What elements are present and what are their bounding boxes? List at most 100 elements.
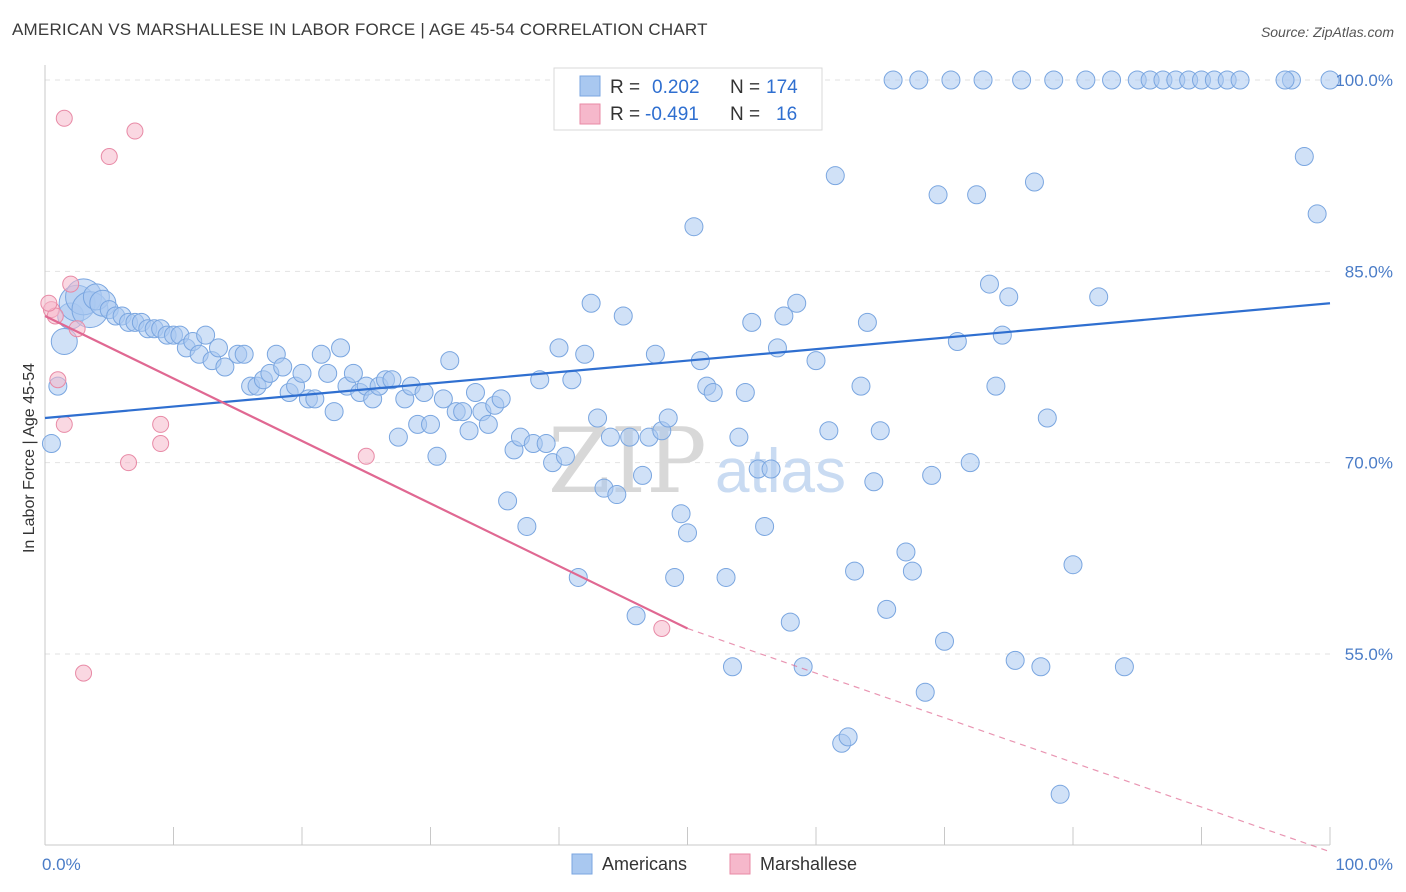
y-tick-labels: 55.0% 70.0% 85.0% 100.0% <box>1335 71 1393 664</box>
americans-point <box>1102 70 1122 90</box>
legend-n-value-americans: 174 <box>766 77 798 98</box>
americans-trend-line <box>44 302 1331 420</box>
bottom-legend-swatch-marshallese <box>729 853 751 875</box>
americans-point <box>491 389 511 409</box>
americans-point <box>896 542 916 562</box>
americans-point <box>588 408 608 428</box>
americans-point <box>517 516 537 536</box>
marshallese-point <box>126 122 144 140</box>
americans-point <box>1114 657 1134 677</box>
legend-n-value-marshallese: 16 <box>776 104 797 125</box>
americans-point <box>787 293 807 313</box>
legend-r-value-marshallese: -0.491 <box>645 104 699 125</box>
chart-title: AMERICAN VS MARSHALLESE IN LABOR FORCE |… <box>12 20 708 39</box>
americans-point <box>793 657 813 677</box>
americans-point <box>1089 287 1109 307</box>
americans-point <box>902 561 922 581</box>
marshallese-point <box>75 664 93 682</box>
americans-point <box>388 427 408 447</box>
americans-point <box>1307 204 1327 224</box>
marshallese-point <box>100 148 118 166</box>
axes <box>44 65 1331 846</box>
marshallese-trend-extension <box>687 627 1331 853</box>
americans-point <box>774 306 794 326</box>
americans-point <box>459 421 479 441</box>
americans-point <box>1294 147 1314 167</box>
marshallese-points <box>40 109 671 682</box>
bottom-legend-swatch-americans <box>571 853 593 875</box>
trend-lines <box>44 302 1331 853</box>
y-tick-label: 85.0% <box>1345 262 1393 281</box>
legend-r-label: R = <box>610 104 640 125</box>
americans-point <box>382 370 402 390</box>
bottom-legend: Americans Marshallese <box>571 853 857 875</box>
americans-point <box>1044 70 1064 90</box>
americans-point <box>440 351 460 371</box>
legend-n-label: N = <box>730 104 760 125</box>
americans-point <box>536 434 556 454</box>
americans-point <box>498 491 518 511</box>
americans-point <box>851 376 871 396</box>
americans-point <box>755 516 775 536</box>
y-tick-label: 55.0% <box>1345 645 1393 664</box>
americans-point <box>845 561 865 581</box>
americans-point <box>331 338 351 358</box>
americans-point <box>941 70 961 90</box>
americans-point <box>626 606 646 626</box>
americans-point <box>478 414 498 434</box>
americans-point <box>806 351 826 371</box>
americans-point <box>973 70 993 90</box>
americans-point <box>819 421 839 441</box>
legend-r-value-americans: 0.202 <box>652 77 700 98</box>
americans-point <box>1024 172 1044 192</box>
americans-point <box>928 185 948 205</box>
americans-point <box>575 344 595 364</box>
americans-point <box>671 504 691 524</box>
x-tick-labels: 0.0% 100.0% <box>42 855 1393 874</box>
americans-point <box>549 338 569 358</box>
americans-point <box>1320 70 1340 90</box>
marshallese-point <box>62 275 80 293</box>
americans-point <box>234 344 254 364</box>
americans-point <box>1037 408 1057 428</box>
americans-point <box>465 383 485 403</box>
americans-point <box>1050 784 1070 804</box>
marshallese-point <box>49 371 67 389</box>
marshallese-point <box>653 619 671 637</box>
marshallese-point <box>357 447 375 465</box>
americans-point <box>864 472 884 492</box>
americans-point <box>678 523 697 543</box>
americans-points <box>41 70 1340 804</box>
americans-point <box>613 306 633 326</box>
legend-swatch-americans <box>579 75 601 97</box>
americans-point <box>960 453 980 473</box>
americans-point <box>1275 70 1295 90</box>
americans-point <box>1012 70 1032 90</box>
americans-point <box>600 427 620 447</box>
americans-point <box>979 274 999 294</box>
americans-point <box>922 465 942 485</box>
source-label: Source: ZipAtlas.com <box>1260 24 1394 40</box>
americans-point <box>684 217 704 237</box>
americans-point <box>1005 650 1025 670</box>
americans-point <box>915 682 935 702</box>
americans-point <box>453 402 473 422</box>
americans-point <box>665 567 685 587</box>
americans-point <box>273 357 293 377</box>
americans-point <box>414 383 434 403</box>
americans-point <box>986 376 1006 396</box>
americans-point <box>562 370 582 390</box>
americans-point <box>1076 70 1096 90</box>
americans-point <box>877 599 897 619</box>
americans-point <box>633 465 653 485</box>
americans-point <box>318 363 338 383</box>
americans-point <box>729 427 749 447</box>
y-tick-label: 70.0% <box>1345 454 1393 473</box>
americans-point <box>857 312 877 332</box>
americans-point <box>967 185 987 205</box>
marshallese-point <box>55 415 73 433</box>
americans-point <box>292 363 312 383</box>
americans-point <box>909 70 929 90</box>
americans-point <box>343 363 363 383</box>
